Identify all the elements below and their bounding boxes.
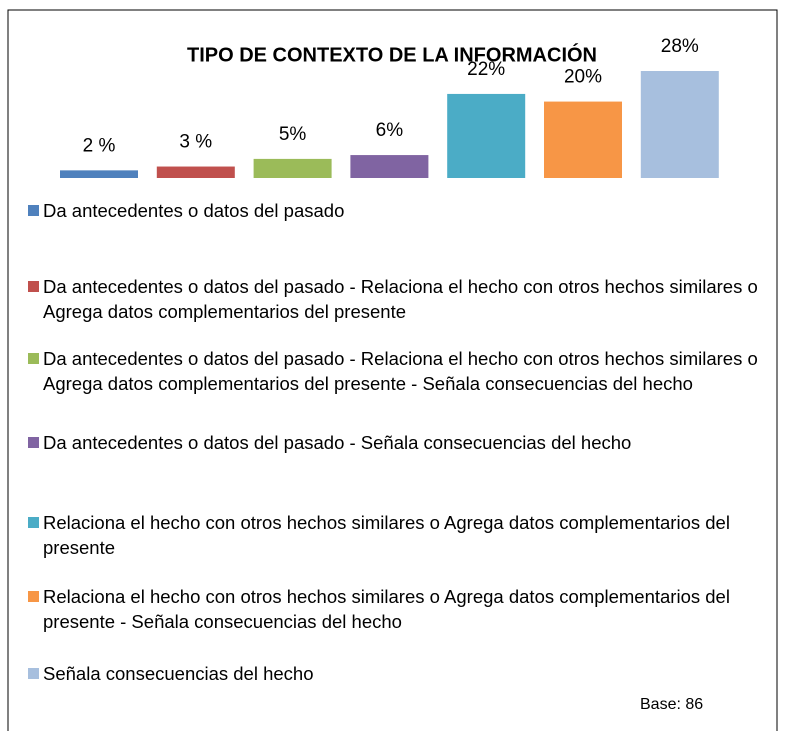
legend-swatch <box>28 668 39 679</box>
legend-label: Relaciona el hecho con otros hechos simi… <box>43 586 730 632</box>
bar <box>60 170 138 178</box>
data-label: 28% <box>661 36 699 57</box>
legend-entry: Da antecedentes o datos del pasado - Señ… <box>28 430 776 455</box>
border <box>7 9 778 731</box>
legend-entry: Da antecedentes o datos del pasado - Rel… <box>28 274 776 324</box>
legend-entry: Da antecedentes o datos del pasado <box>28 198 776 223</box>
bar <box>544 101 622 178</box>
bar <box>640 71 719 178</box>
legend-swatch <box>28 437 39 448</box>
legend-swatch <box>28 205 39 216</box>
data-label: 22% <box>467 59 505 80</box>
legend-label: Da antecedentes o datos del pasado - Rel… <box>43 276 758 322</box>
legend-label: Señala consecuencias del hecho <box>43 663 314 684</box>
legend-entry: Señala consecuencias del hecho <box>28 661 776 686</box>
bar <box>350 155 429 178</box>
note: Base: 86 <box>640 696 703 713</box>
legend-entry: Relaciona el hecho con otros hechos simi… <box>28 584 776 634</box>
data-label: 20% <box>564 67 602 88</box>
bar <box>447 93 526 178</box>
data-label: 3 % <box>179 132 212 153</box>
legend-entry: Da antecedentes o datos del pasado - Rel… <box>28 346 776 396</box>
data-label: 2 % <box>83 135 116 156</box>
legend-label: Da antecedentes o datos del pasado <box>43 200 345 221</box>
legend-swatch <box>28 517 39 528</box>
legend-label: Da antecedentes o datos del pasado - Rel… <box>43 348 758 394</box>
legend-entry: Relaciona el hecho con otros hechos simi… <box>28 510 776 560</box>
data-label: 5% <box>279 124 307 145</box>
bar <box>253 158 332 178</box>
legend-swatch <box>28 353 39 364</box>
legend-swatch <box>28 591 39 602</box>
legend-swatch <box>28 281 39 292</box>
legend-label: Relaciona el hecho con otros hechos simi… <box>43 512 730 558</box>
legend-label: Da antecedentes o datos del pasado - Señ… <box>43 432 632 453</box>
data-label: 6% <box>376 120 404 141</box>
bar <box>156 166 235 178</box>
chart-title: TIPO DE CONTEXTO DE LA INFORMACIÓN <box>187 42 597 66</box>
